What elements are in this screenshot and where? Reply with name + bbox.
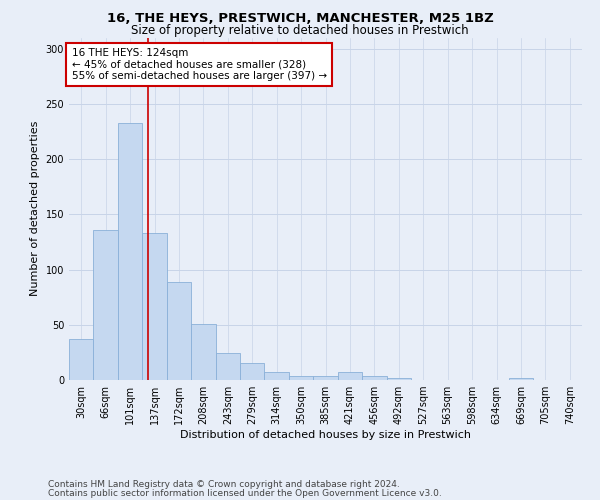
Bar: [142, 233, 167, 380]
Bar: [289, 376, 313, 380]
Bar: [509, 378, 533, 380]
Text: Size of property relative to detached houses in Prestwich: Size of property relative to detached ho…: [131, 24, 469, 37]
Bar: [265, 372, 289, 380]
Bar: [362, 376, 386, 380]
Text: 16, THE HEYS, PRESTWICH, MANCHESTER, M25 1BZ: 16, THE HEYS, PRESTWICH, MANCHESTER, M25…: [107, 12, 493, 26]
Bar: [215, 354, 240, 380]
Bar: [191, 324, 215, 380]
Bar: [167, 282, 191, 380]
Bar: [94, 230, 118, 380]
Bar: [118, 122, 142, 380]
Text: Contains HM Land Registry data © Crown copyright and database right 2024.: Contains HM Land Registry data © Crown c…: [48, 480, 400, 489]
Bar: [69, 339, 94, 380]
Y-axis label: Number of detached properties: Number of detached properties: [30, 121, 40, 296]
Bar: [313, 376, 338, 380]
X-axis label: Distribution of detached houses by size in Prestwich: Distribution of detached houses by size …: [180, 430, 471, 440]
Text: 16 THE HEYS: 124sqm
← 45% of detached houses are smaller (328)
55% of semi-detac: 16 THE HEYS: 124sqm ← 45% of detached ho…: [71, 48, 326, 81]
Text: Contains public sector information licensed under the Open Government Licence v3: Contains public sector information licen…: [48, 488, 442, 498]
Bar: [386, 378, 411, 380]
Bar: [240, 364, 265, 380]
Bar: [338, 372, 362, 380]
